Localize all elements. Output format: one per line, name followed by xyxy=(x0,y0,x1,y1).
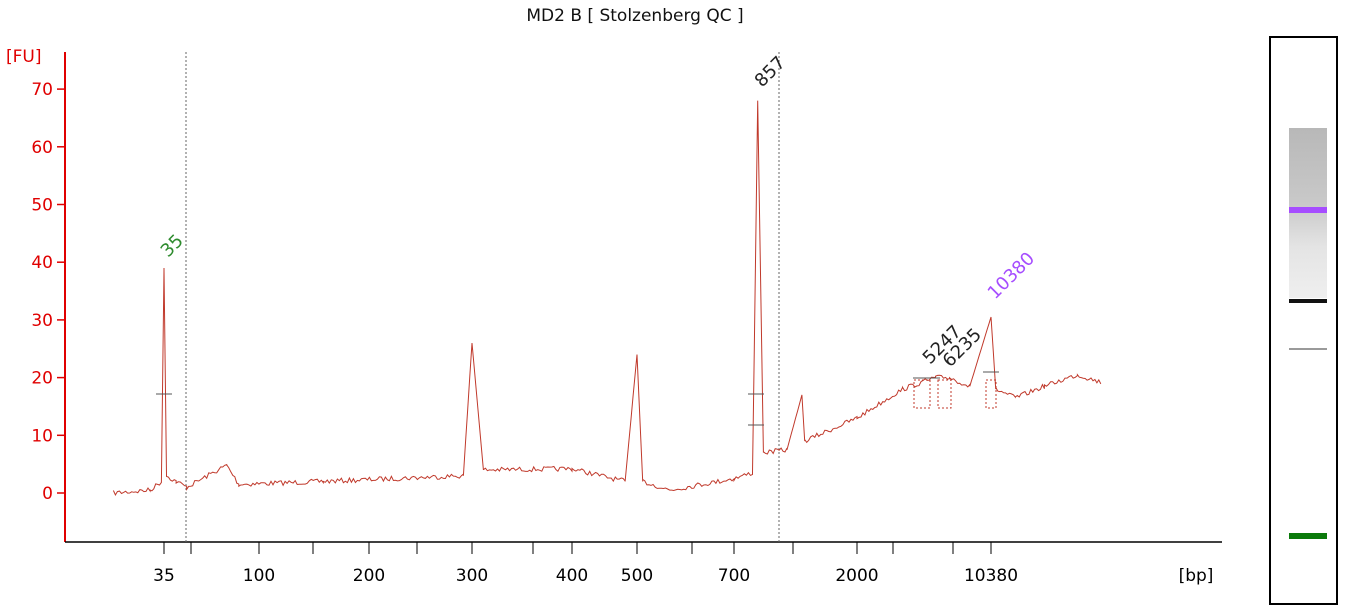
x-tick-label: 400 xyxy=(556,566,588,586)
peak-box xyxy=(985,379,997,409)
x-tick-label: 500 xyxy=(621,566,653,586)
peak-box xyxy=(937,379,952,409)
y-tick-label: 50 xyxy=(31,196,53,216)
gel-faint-band xyxy=(1289,348,1327,350)
trace-layer xyxy=(112,100,1102,496)
chart-title: MD2 B [ Stolzenberg QC ] xyxy=(526,6,744,26)
x-tick-label: 300 xyxy=(456,566,488,586)
y-tick-label: 30 xyxy=(31,311,53,331)
x-tick-label: 10380 xyxy=(964,566,1018,586)
x-tick-label: 2000 xyxy=(835,566,878,586)
gel-lane xyxy=(1269,36,1338,605)
peak-label: 857 xyxy=(751,52,790,91)
y-tick-label: 60 xyxy=(31,138,53,158)
x-tick-label: 35 xyxy=(153,566,175,586)
peak-label: 35 xyxy=(157,230,188,261)
y-tick-label: 10 xyxy=(31,426,53,446)
y-axis-label: [FU] xyxy=(6,47,42,67)
axes: [FU] 0 10 20 30 40 50 60 70 35 100 200 300 400 500 700 2… xyxy=(6,47,1222,586)
y-tick-label: 20 xyxy=(31,369,53,389)
electropherogram-trace xyxy=(112,100,1102,496)
y-tick-label: 0 xyxy=(42,484,53,504)
gel-marker-band-upper xyxy=(1289,207,1327,213)
peak-box xyxy=(913,379,931,409)
x-tick-label: 200 xyxy=(353,566,385,586)
x-tick-label: 100 xyxy=(243,566,275,586)
electropherogram-plot: [FU] 0 10 20 30 40 50 60 70 35 100 200 300 400 500 700 2… xyxy=(6,47,1222,586)
gel-band-857 xyxy=(1289,299,1327,303)
x-axis-label: [bp] xyxy=(1179,566,1214,586)
gel-marker-band-lower xyxy=(1289,533,1327,539)
x-tick-label: 700 xyxy=(718,566,750,586)
y-tick-label: 40 xyxy=(31,253,53,273)
peak-label: 10380 xyxy=(984,248,1039,303)
gel-smear xyxy=(1289,128,1327,298)
y-tick-label: 70 xyxy=(31,80,53,100)
